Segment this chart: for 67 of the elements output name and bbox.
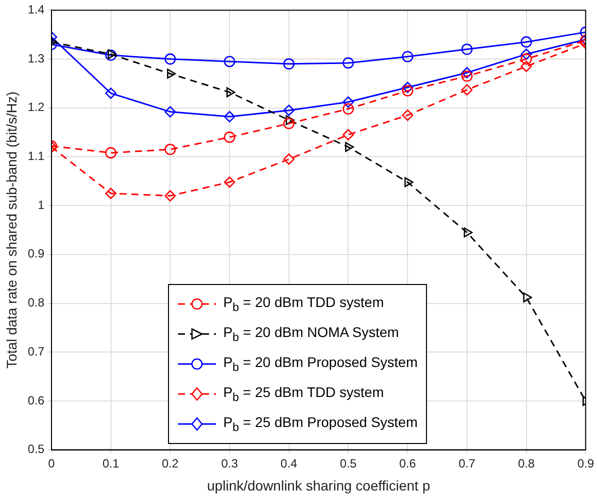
y-tick-label: 0.5 [28, 442, 45, 456]
point [105, 147, 116, 158]
x-tick-label: 0.1 [102, 456, 120, 470]
point [283, 154, 295, 165]
point [461, 70, 473, 82]
point [105, 188, 116, 200]
point [461, 44, 473, 55]
point [520, 53, 532, 65]
x-tick-label: 0.5 [340, 456, 357, 470]
legend-label: P$_{b}$ = 25 dBm TDD system [223, 384, 384, 404]
point [224, 176, 236, 188]
point [167, 68, 176, 79]
legend-label: P$_{b}$ = 20 dBm TDD system [223, 294, 384, 314]
point [342, 57, 354, 69]
point [286, 115, 295, 126]
point [404, 177, 414, 188]
point [461, 84, 473, 96]
y-tick-label: 0.7 [28, 344, 45, 358]
x-axis-title: uplink/downlink sharing coefficient p [207, 477, 430, 494]
point [105, 88, 116, 99]
point [520, 36, 532, 48]
point [342, 96, 354, 108]
y-tick-label: 1.4 [28, 2, 45, 17]
legend-label: P$_{b}$ = 20 dBm NOMA System [223, 324, 399, 344]
point [342, 103, 354, 115]
point [164, 190, 176, 202]
point [283, 104, 295, 116]
point [520, 60, 532, 72]
y-tick-label: 1 [38, 198, 45, 212]
point [464, 227, 473, 238]
y-tick-label: 1.2 [28, 100, 45, 114]
point [520, 48, 532, 60]
point [164, 106, 176, 118]
y-tick-label: 1.3 [28, 51, 45, 66]
point [226, 87, 236, 98]
point [224, 132, 236, 143]
y-tick-label: 0.9 [28, 246, 45, 261]
x-tick-label: 0.4 [280, 456, 298, 470]
y-tick-label: 0.6 [28, 393, 45, 408]
point [523, 292, 532, 302]
point [345, 142, 354, 152]
point [461, 67, 473, 78]
point [402, 110, 414, 121]
x-tick-label: 0.7 [458, 456, 476, 470]
point [283, 58, 295, 70]
y-tick-label: 1.1 [28, 149, 45, 164]
x-tick-label: 0.9 [577, 456, 594, 470]
x-tick-label: 0.6 [399, 456, 416, 470]
point [108, 49, 116, 60]
x-tick-label: 0 [48, 456, 56, 470]
point [164, 144, 176, 156]
point [402, 82, 414, 94]
point [164, 53, 176, 65]
x-tick-label: 0.3 [221, 456, 238, 470]
point [105, 49, 116, 61]
legend-label: P$_{b}$ = 20 dBm Proposed System [223, 354, 418, 374]
point [402, 85, 414, 96]
legend-label: P$_{b}$ = 25 dBm Proposed System [223, 414, 418, 434]
y-axis-title: Total data rate on shared sub-band (bit/s/Hz) [3, 91, 20, 369]
point [283, 118, 295, 130]
x-tick-label: 0.8 [518, 456, 535, 470]
x-tick-label: 0.2 [162, 456, 179, 470]
point [224, 56, 236, 68]
y-tick-label: 0.8 [28, 296, 45, 310]
point [402, 50, 414, 62]
point [342, 129, 354, 140]
point [224, 111, 236, 122]
